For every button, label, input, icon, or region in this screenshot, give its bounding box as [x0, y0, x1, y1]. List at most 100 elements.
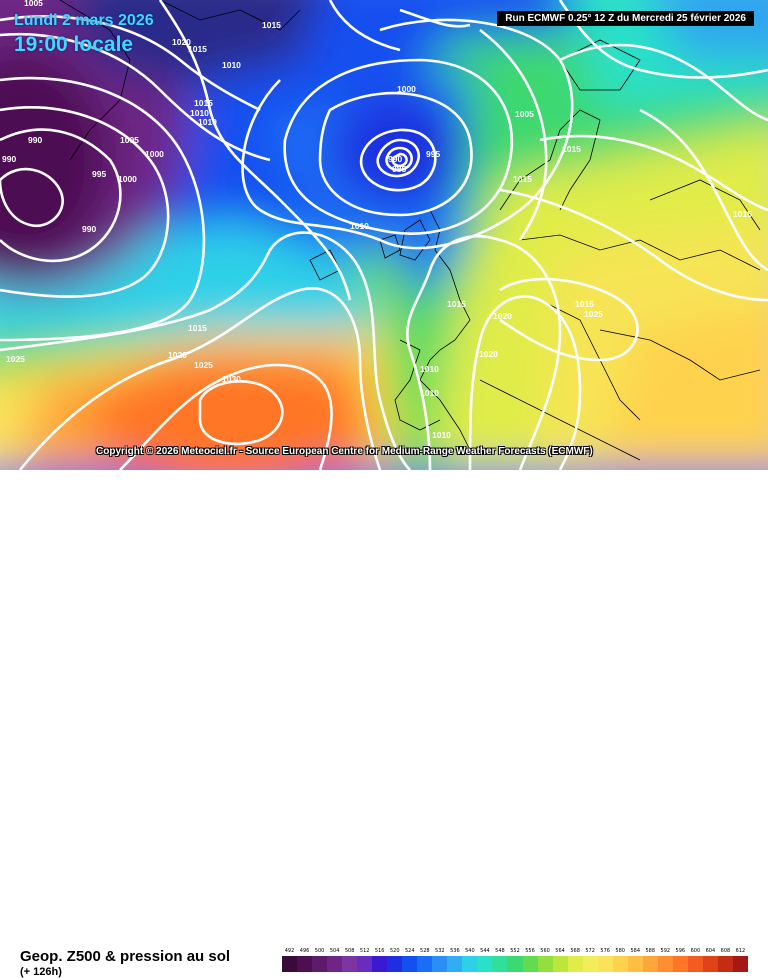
- isobar-label: 1020: [493, 311, 512, 321]
- color-field: [0, 0, 768, 470]
- isobar-label: 1015: [194, 98, 213, 108]
- legend-swatch: [627, 956, 643, 972]
- isobar-label: 1005: [120, 135, 139, 145]
- legend-swatch: [417, 956, 433, 972]
- legend-swatch: [432, 956, 448, 972]
- isobar-label: 1025: [584, 309, 603, 319]
- legend-label: 588: [645, 948, 656, 954]
- isobar-label: 1030: [222, 374, 241, 384]
- legend-label: 504: [329, 948, 340, 954]
- isobar-label: 1015: [262, 20, 281, 30]
- legend-label: 516: [374, 948, 385, 954]
- legend-swatch: [492, 956, 508, 972]
- isobar-label: 1020: [172, 37, 191, 47]
- legend-label: 604: [705, 948, 716, 954]
- legend-label: 596: [675, 948, 686, 954]
- isobar-label: 1015: [575, 299, 594, 309]
- isobar-label: 1015: [188, 44, 207, 54]
- isobar-label: 1005: [24, 0, 43, 8]
- legend-label: 572: [585, 948, 595, 954]
- legend-swatch: [462, 956, 478, 972]
- legend-label: 520: [389, 948, 400, 954]
- isobar-label: 1010: [420, 388, 439, 398]
- isobar-label: 1015: [733, 209, 752, 219]
- legend-label: 580: [615, 948, 625, 954]
- isobar-label: 1025: [6, 354, 25, 364]
- legend-swatch: [657, 956, 673, 972]
- isobar-label: 1020: [168, 350, 187, 360]
- legend-label: 544: [480, 948, 490, 954]
- isobar-label: 1010: [432, 430, 451, 440]
- isobar-label: 1000: [145, 149, 164, 159]
- map-title: Geop. Z500 & pression au sol: [20, 948, 231, 965]
- legend-label: 536: [450, 948, 460, 954]
- legend-label: 532: [435, 948, 445, 954]
- forecast-time: 19:00 locale: [14, 33, 134, 56]
- legend-swatch: [282, 956, 298, 972]
- isobar-label: 1005: [515, 109, 534, 119]
- isobars: [0, 0, 768, 470]
- isobar-label: 1015: [513, 174, 532, 184]
- legend-swatch: [537, 956, 553, 972]
- isobar-label: 990: [2, 154, 16, 164]
- weather-map: 1005 1020 1015 1015 1010 1015 1010 1010 …: [0, 0, 768, 470]
- isobar-label: 995: [92, 169, 106, 179]
- legend-label: 528: [420, 948, 430, 954]
- isobar-label: 985: [392, 164, 406, 174]
- legend-label: 584: [630, 948, 640, 954]
- legend-swatch: [312, 956, 328, 972]
- legend-swatch: [297, 956, 313, 972]
- isobar-label: 1010: [350, 221, 369, 231]
- legend-label: 548: [495, 948, 505, 954]
- legend-swatch: [597, 956, 613, 972]
- isobar-label: 1020: [479, 349, 498, 359]
- legend-swatch: [672, 956, 688, 972]
- legend-swatch: [687, 956, 703, 972]
- color-legend: 492 496 500 504 508 512 516 520 524 528 532 536 540 5…: [282, 948, 748, 972]
- legend-label: 556: [525, 948, 535, 954]
- forecast-lead-time: (+ 126h): [20, 966, 62, 978]
- footer-bar: Geop. Z500 & pression au sol (+ 126h) 49…: [0, 470, 768, 978]
- isobar-labels: 1005 1020 1015 1015 1010 1015 1010 1010 …: [2, 0, 752, 440]
- legend-label: 564: [555, 948, 565, 954]
- model-run-info: Run ECMWF 0.25° 12 Z du Mercredi 25 févr…: [497, 11, 754, 26]
- isobar-label: 995: [426, 149, 440, 159]
- isobar-label: 990: [28, 135, 42, 145]
- legend-swatch: [357, 956, 373, 972]
- isobar-label: 1025: [194, 360, 213, 370]
- legend-swatch: [387, 956, 403, 972]
- isobar-label: 1010: [198, 117, 217, 127]
- isobar-label: 1010: [420, 364, 439, 374]
- legend-label: 508: [344, 948, 355, 954]
- legend-swatch: [642, 956, 658, 972]
- forecast-date: Lundi 2 mars 2026: [14, 12, 154, 29]
- legend-label: 592: [660, 948, 671, 954]
- legend-swatch: [567, 956, 583, 972]
- legend-swatch: [717, 956, 733, 972]
- legend-label: 552: [510, 948, 520, 954]
- isobar-label: 990: [82, 224, 96, 234]
- geopotential-field: 1005 1020 1015 1015 1010 1015 1010 1010 …: [0, 0, 768, 470]
- legend-label: 560: [540, 948, 550, 954]
- legend-label: 492: [284, 948, 295, 954]
- isobar-label: 1000: [397, 84, 416, 94]
- legend-swatch: [342, 956, 358, 972]
- isobar-label: 1015: [447, 299, 466, 309]
- legend-swatch: [552, 956, 568, 972]
- isobar-label: 1015: [562, 144, 581, 154]
- legend-swatch: [372, 956, 388, 972]
- legend-label: 612: [735, 948, 746, 954]
- legend-swatch: [327, 956, 343, 972]
- legend-color-bar: [282, 956, 748, 972]
- isobar-label: 1015: [188, 323, 207, 333]
- legend-label: 540: [465, 948, 475, 954]
- isobar-label: 1000: [118, 174, 137, 184]
- legend-label: 568: [570, 948, 580, 954]
- legend-label: 524: [404, 948, 415, 954]
- isobar-label: 990: [388, 154, 402, 164]
- legend-swatch: [447, 956, 463, 972]
- legend-swatch: [582, 956, 598, 972]
- legend-label: 500: [314, 948, 325, 954]
- isobar-label: 1010: [222, 60, 241, 70]
- legend-swatch: [732, 956, 748, 972]
